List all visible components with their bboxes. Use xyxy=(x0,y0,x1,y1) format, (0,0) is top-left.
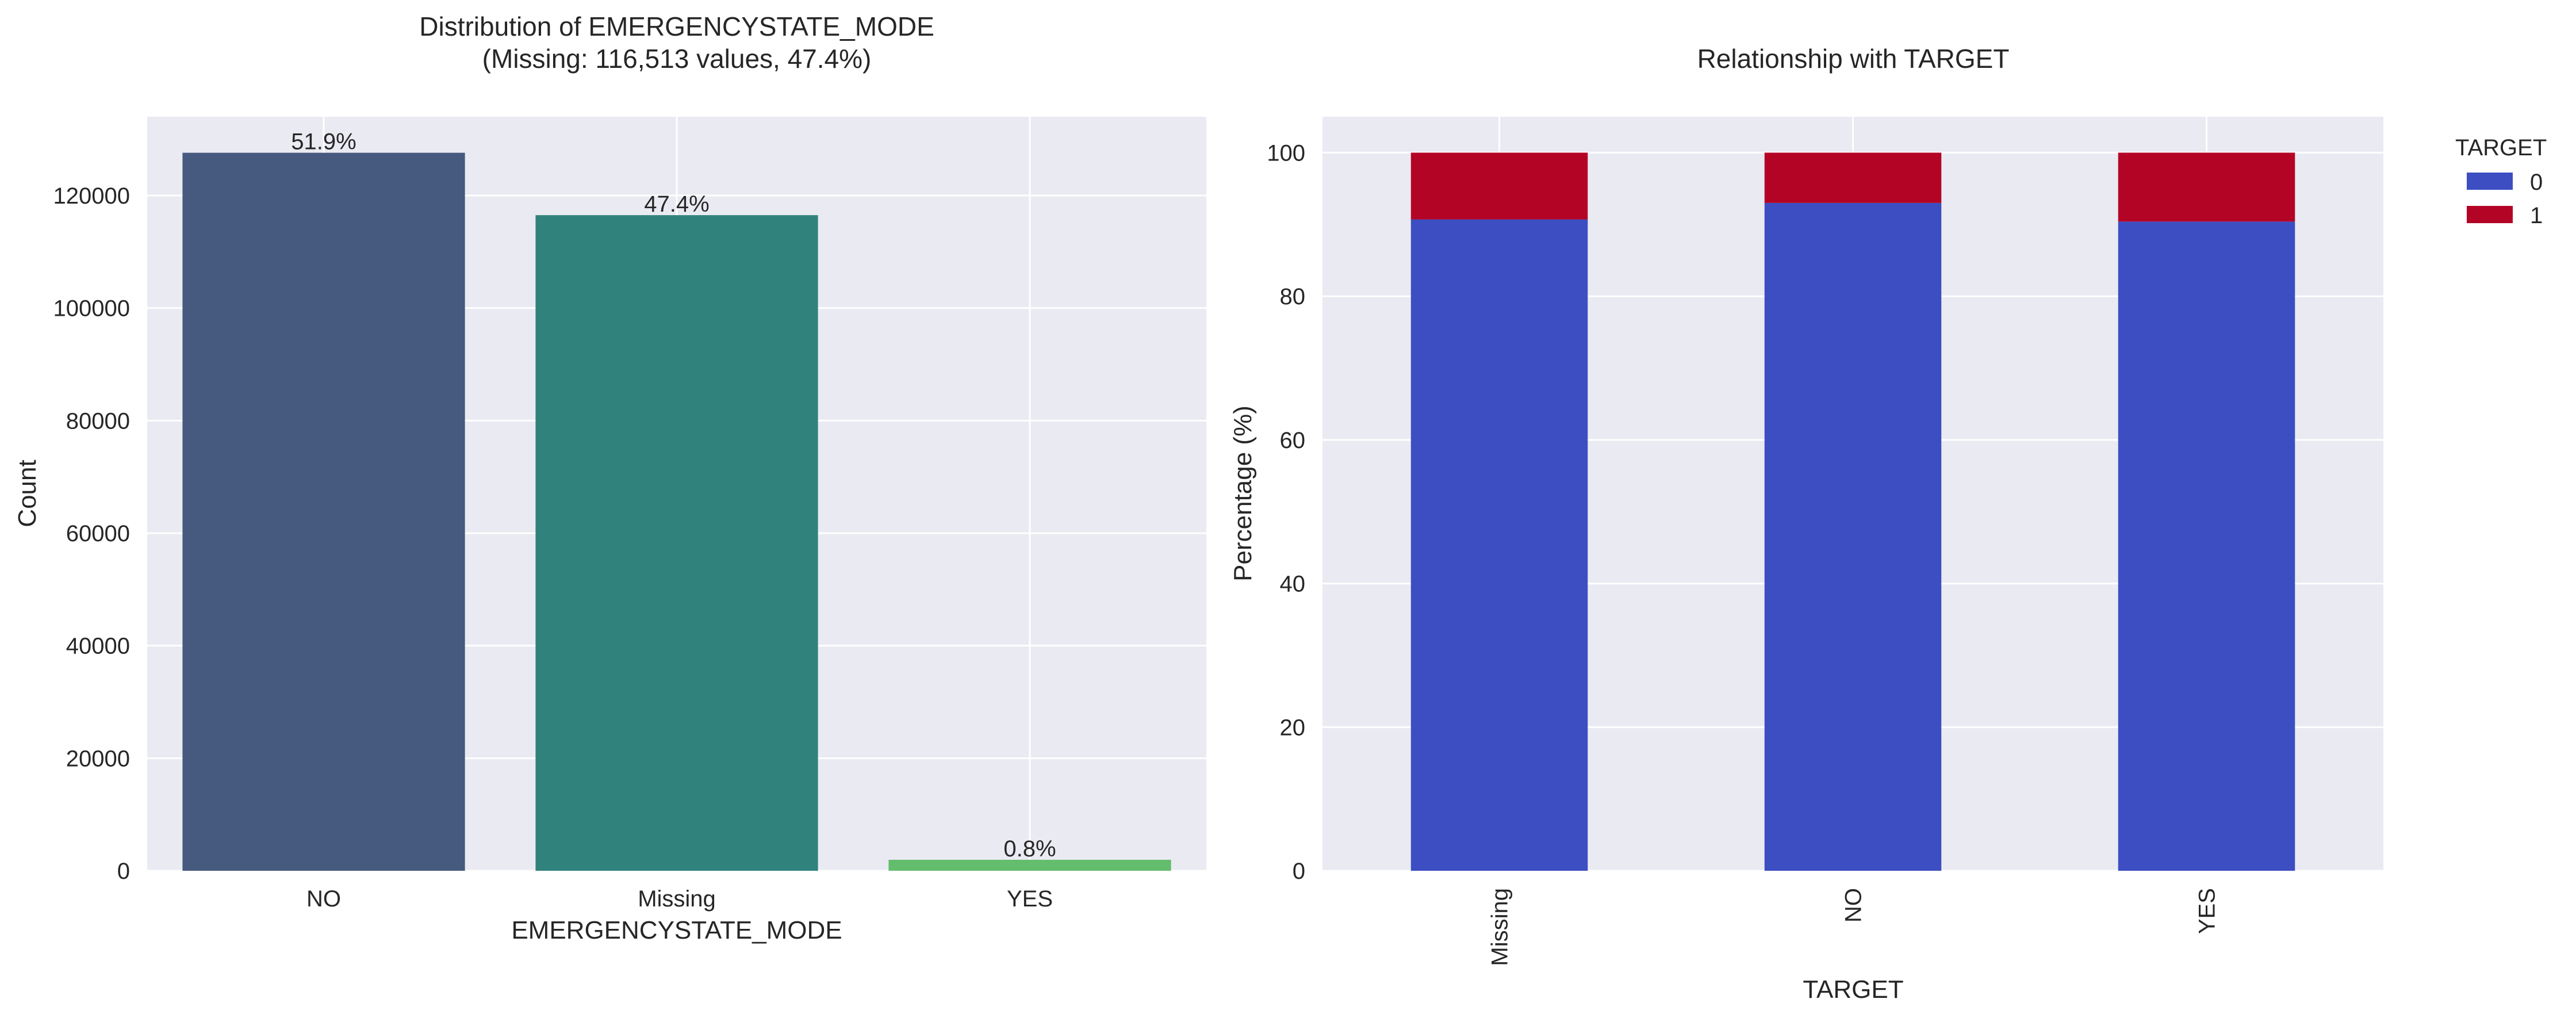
bar-no xyxy=(182,152,465,871)
left-y-tick-label: 120000 xyxy=(53,183,130,209)
stacked-segment-target-0 xyxy=(2118,221,2295,871)
left-x-tick-label: YES xyxy=(1007,886,1053,912)
right-x-tick-label: Missing xyxy=(1488,888,1513,966)
left-panel: Distribution of EMERGENCYSTATE_MODE (Mis… xyxy=(13,12,1206,944)
stacked-segment-target-0 xyxy=(1764,202,1942,871)
left-y-tick-label: 60000 xyxy=(66,521,130,546)
right-bars xyxy=(1410,152,2295,871)
left-chart-title: Distribution of EMERGENCYSTATE_MODE xyxy=(419,12,934,41)
right-y-axis-label: Percentage (%) xyxy=(1229,405,1257,581)
bar-data-label: 47.4% xyxy=(644,192,709,217)
right-x-axis-label: TARGET xyxy=(1803,975,1903,1004)
left-y-tick-label: 100000 xyxy=(53,296,130,322)
left-x-tick-label: Missing xyxy=(638,886,716,912)
bar-yes xyxy=(888,859,1171,871)
left-chart-subtitle: (Missing: 116,513 values, 47.4%) xyxy=(482,44,872,74)
left-bar-labels: 51.9% 47.4% 0.8% xyxy=(291,129,1056,862)
bar-data-label: 0.8% xyxy=(1003,836,1056,862)
right-x-tick-label: YES xyxy=(2195,888,2220,934)
right-x-ticks: Missing NO YES xyxy=(1488,888,2220,966)
legend-label-0: 0 xyxy=(2530,170,2543,195)
bar-data-label: 51.9% xyxy=(291,129,356,155)
stacked-segment-target-1 xyxy=(1764,152,1942,203)
legend-label-1: 1 xyxy=(2530,203,2543,228)
right-y-tick-label: 0 xyxy=(1293,859,1305,884)
legend-swatch-1 xyxy=(2467,206,2513,223)
legend-swatch-0 xyxy=(2467,173,2513,190)
left-y-tick-label: 0 xyxy=(117,859,130,884)
legend: TARGET 0 1 xyxy=(2455,135,2547,228)
right-y-tick-label: 80 xyxy=(1280,284,1306,309)
left-x-axis-label: EMERGENCYSTATE_MODE xyxy=(511,916,842,944)
right-y-tick-label: 100 xyxy=(1267,140,1305,166)
legend-title: TARGET xyxy=(2455,135,2547,160)
stacked-segment-target-1 xyxy=(1410,152,1588,220)
left-y-tick-label: 40000 xyxy=(66,634,130,659)
left-y-tick-label: 20000 xyxy=(66,746,130,771)
right-y-tick-label: 20 xyxy=(1280,715,1306,740)
stacked-segment-target-0 xyxy=(1410,219,1588,871)
right-y-ticks: 0 20 40 60 80 100 xyxy=(1267,140,1305,884)
left-bars xyxy=(182,152,1171,871)
right-chart-title: Relationship with TARGET xyxy=(1697,44,2010,74)
bar-missing xyxy=(535,215,818,871)
left-x-tick-label: NO xyxy=(306,886,341,912)
right-panel: Relationship with TARGET 0 20 40 60 80 100 Mi… xyxy=(1229,44,2547,1004)
left-y-ticks: 0 20000 40000 60000 80000 100000 120000 xyxy=(53,183,130,884)
right-x-tick-label: NO xyxy=(1841,888,1866,923)
right-y-tick-label: 40 xyxy=(1280,572,1306,597)
left-x-ticks: NO Missing YES xyxy=(306,886,1053,912)
left-y-tick-label: 80000 xyxy=(66,408,130,434)
stacked-segment-target-1 xyxy=(2118,152,2295,222)
right-y-tick-label: 60 xyxy=(1280,428,1306,453)
left-y-axis-label: Count xyxy=(13,460,41,527)
